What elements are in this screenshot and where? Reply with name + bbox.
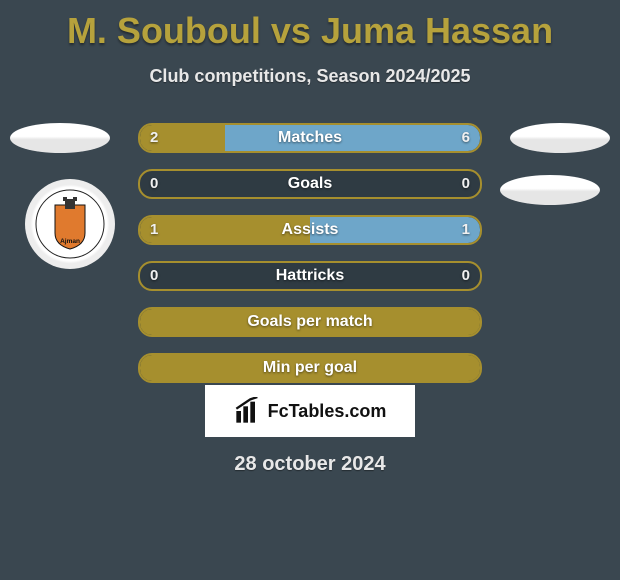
stat-row: Matches2 6	[138, 123, 482, 153]
stat-row: Assists1 1	[138, 215, 482, 245]
stat-row: Goals per match	[138, 307, 482, 337]
date-label: 28 october 2024	[0, 453, 620, 476]
subtitle: Club competitions, Season 2024/2025	[0, 66, 620, 87]
stat-value-player2: 0	[462, 263, 470, 289]
stat-value-player1: 1	[150, 217, 158, 243]
stats-area: Ajman Matches26Goals00Assists11Hattricks…	[0, 123, 620, 383]
svg-text:Ajman: Ajman	[60, 238, 80, 245]
stat-value-player2: 6	[462, 125, 470, 151]
stat-value-player2: 1	[462, 217, 470, 243]
stat-label: Goals per match	[140, 309, 480, 335]
player2-club-badge	[500, 175, 600, 205]
page-title: M. Souboul vs Juma Hassan	[0, 10, 620, 52]
stat-value-player1: 0	[150, 263, 158, 289]
stat-label: Hattricks	[140, 263, 480, 289]
stat-value-player2: 0	[462, 171, 470, 197]
stat-label: Matches	[140, 125, 480, 151]
club-crest-icon: Ajman	[35, 189, 105, 259]
player1-club-logo: Ajman	[25, 179, 115, 269]
brand-label: FcTables.com	[268, 401, 387, 422]
stat-value-player1: 2	[150, 125, 158, 151]
stat-row: Hattricks0 0	[138, 261, 482, 291]
stat-label: Assists	[140, 217, 480, 243]
stat-row: Min per goal	[138, 353, 482, 383]
brand-chart-icon	[234, 397, 262, 425]
stat-label: Min per goal	[140, 355, 480, 381]
player2-badge	[510, 123, 610, 153]
player1-badge	[10, 123, 110, 153]
stat-row: Goals0 0	[138, 169, 482, 199]
stat-value-player1: 0	[150, 171, 158, 197]
comparison-card: M. Souboul vs Juma Hassan Club competiti…	[0, 0, 620, 476]
brand-badge[interactable]: FcTables.com	[205, 385, 415, 437]
stat-bars: Matches26Goals00Assists11Hattricks00Goal…	[138, 123, 482, 399]
stat-label: Goals	[140, 171, 480, 197]
